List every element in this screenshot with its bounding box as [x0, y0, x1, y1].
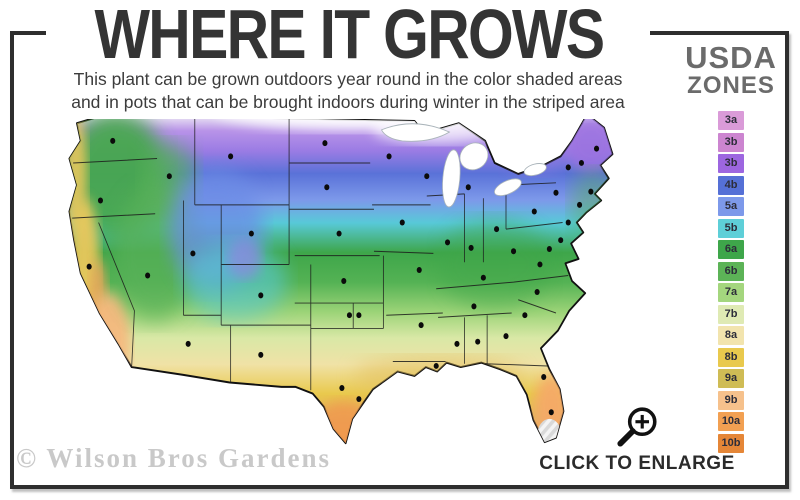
zone-chip-8a: 8a — [718, 326, 744, 346]
city-dot — [356, 312, 362, 319]
legend-title-zones: ZONES — [687, 72, 775, 99]
city-dot — [341, 278, 347, 284]
zone-chip-10b: 10b — [718, 433, 744, 453]
city-dot — [588, 188, 594, 195]
zone-chip-8b: 8b — [718, 347, 744, 367]
city-dot — [322, 140, 328, 147]
city-dot — [228, 153, 234, 160]
magnifier-plus-icon — [617, 407, 657, 447]
city-dot — [494, 226, 500, 233]
enlarge-label: CLICK TO ENLARGE — [539, 453, 735, 474]
zone-chip-9b: 9b — [718, 390, 744, 410]
city-dot — [565, 164, 571, 171]
city-dot — [86, 263, 92, 270]
city-dot — [537, 261, 543, 268]
city-dot — [510, 248, 517, 255]
zone-chip-6b: 6b — [718, 261, 744, 281]
city-dot — [166, 173, 172, 180]
city-dot — [399, 219, 405, 226]
city-dot — [558, 237, 564, 244]
city-dots — [86, 137, 600, 416]
city-dot — [522, 312, 528, 319]
city-dot — [258, 351, 264, 358]
city-dot — [503, 333, 509, 340]
city-dot — [424, 173, 430, 180]
usa-map-svg[interactable] — [42, 110, 622, 452]
usda-zone-map[interactable] — [42, 110, 622, 452]
city-dot — [97, 197, 104, 204]
city-dot — [190, 250, 196, 257]
city-dot — [444, 239, 451, 246]
city-dot — [346, 312, 352, 319]
city-dot — [465, 184, 471, 191]
page-title: WHERE IT GROWS — [94, 0, 605, 73]
city-dot — [356, 396, 362, 403]
subtitle-line-2: and in pots that can be brought indoors … — [71, 92, 625, 113]
city-dot — [553, 189, 559, 196]
city-dot — [548, 409, 554, 416]
zone-chip-7b: 7b — [718, 304, 744, 324]
subtitle-line-1: This plant can be grown outdoors year ro… — [73, 69, 623, 90]
city-dot — [416, 266, 422, 273]
zone-chip-3b: 3b — [718, 132, 744, 152]
city-dot — [468, 244, 474, 251]
city-dot — [248, 230, 254, 237]
legend-title-usda: USDA — [685, 40, 777, 75]
city-dot — [475, 338, 481, 345]
watermark: © Wilson Bros Gardens — [16, 443, 331, 473]
city-dot — [577, 201, 583, 208]
city-dot — [336, 230, 342, 237]
zone-chip-5a: 5a — [718, 197, 744, 217]
zone-chip-6a: 6a — [718, 240, 744, 260]
usda-zones-legend: USDA ZONES 3a 3b 3b 4b 5a 5b 6a 6b 7a 7b 8a 8b 9a 9b 1… — [674, 42, 788, 455]
city-dot — [578, 159, 584, 166]
header: WHERE IT GROWS This plant can be grown o… — [46, 0, 650, 119]
zone-chip-7a: 7a — [718, 283, 744, 303]
city-dot — [471, 303, 477, 310]
zone-chip-4b: 4b — [718, 175, 744, 195]
city-dot — [433, 362, 439, 369]
city-dot — [531, 208, 537, 215]
city-dot — [534, 289, 540, 296]
striped-overwinter-area — [537, 418, 562, 444]
city-dot — [541, 374, 547, 380]
city-dot — [418, 322, 424, 329]
state-borders — [72, 114, 569, 391]
zone-chip-10a: 10a — [718, 412, 744, 432]
city-dot — [110, 137, 116, 144]
zone-chip-3a: 3a — [718, 111, 744, 131]
city-dot — [185, 340, 191, 347]
city-dot — [593, 145, 600, 152]
zone-list: 3a 3b 3b 4b 5a 5b 6a 6b 7a 7b 8a 8b 9a 9b 10a 10b — [718, 111, 744, 453]
city-dot — [480, 274, 486, 281]
city-dot — [565, 219, 571, 226]
zone-chip-9a: 9a — [718, 369, 744, 389]
city-dot — [454, 340, 460, 347]
click-to-enlarge-button[interactable]: CLICK TO ENLARGE — [538, 405, 736, 475]
city-dot — [339, 385, 345, 391]
zone-chip-5b: 5b — [718, 218, 744, 238]
great-lakes — [380, 123, 547, 208]
city-dot — [258, 292, 264, 299]
city-dot — [324, 184, 330, 191]
city-dot — [386, 153, 392, 160]
city-dot — [145, 272, 151, 279]
zone-chip-3b: 3b — [718, 154, 744, 174]
city-dot — [546, 246, 552, 252]
